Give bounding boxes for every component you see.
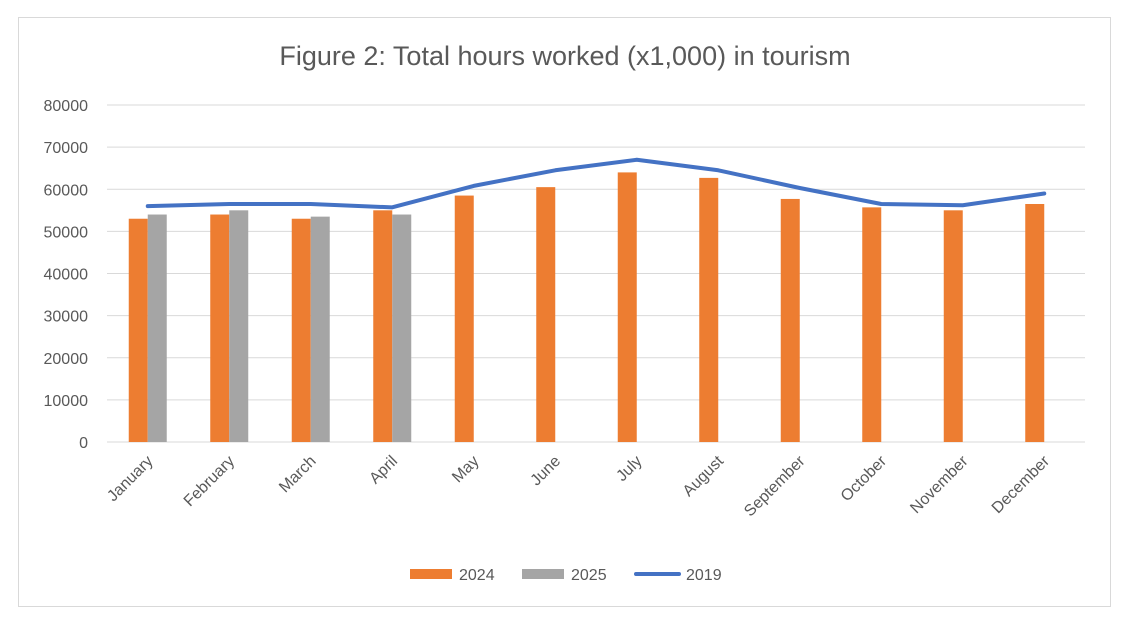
bar-2025-february bbox=[229, 210, 249, 442]
x-tick-label: April bbox=[366, 453, 401, 488]
y-tick-label: 40000 bbox=[44, 267, 89, 284]
legend-label-2025: 2025 bbox=[571, 567, 607, 584]
y-tick-label: 60000 bbox=[44, 182, 89, 199]
legend: 2024 2025 2019 bbox=[410, 567, 722, 584]
bar-2024-august bbox=[699, 177, 719, 442]
x-tick-label: November bbox=[907, 452, 972, 517]
y-tick-label: 10000 bbox=[44, 393, 89, 410]
y-tick-label: 50000 bbox=[44, 224, 89, 241]
gridlines bbox=[107, 104, 1085, 443]
bar-2024-march bbox=[291, 218, 311, 442]
x-tick-label: January bbox=[104, 453, 156, 505]
bar-2025-march bbox=[310, 216, 330, 442]
bar-2024-november bbox=[943, 210, 963, 442]
x-tick-label: September bbox=[741, 452, 809, 520]
y-tick-label: 20000 bbox=[44, 351, 89, 368]
legend-swatch-2024 bbox=[410, 569, 452, 579]
line-series-2019 bbox=[145, 157, 1047, 210]
bar-2024-september bbox=[780, 198, 800, 442]
y-tick-label: 70000 bbox=[44, 140, 89, 157]
x-tick-label: December bbox=[989, 452, 1054, 517]
bar-2025-january bbox=[147, 214, 167, 442]
x-tick-label: July bbox=[613, 453, 645, 485]
x-axis-ticks: January February March April May June July Augu… bbox=[104, 452, 1053, 520]
bar-2024-april bbox=[373, 210, 393, 442]
bar-2024-may bbox=[454, 195, 474, 442]
bar-2024-october bbox=[862, 207, 882, 442]
y-tick-label: 30000 bbox=[44, 309, 89, 326]
bar-2024-june bbox=[536, 187, 556, 442]
y-tick-label: 0 bbox=[79, 435, 88, 452]
bars bbox=[128, 172, 1045, 442]
bar-2024-december bbox=[1025, 203, 1045, 442]
y-axis-ticks: 0 10000 20000 30000 40000 50000 60000 70000 8000… bbox=[44, 98, 89, 452]
x-tick-label: May bbox=[449, 453, 482, 486]
chart-frame bbox=[18, 17, 1111, 607]
bar-2024-july bbox=[617, 172, 637, 442]
y-tick-label: 80000 bbox=[44, 98, 89, 115]
bar-2024-january bbox=[128, 218, 148, 442]
x-tick-label: October bbox=[838, 452, 891, 505]
legend-label-2019: 2019 bbox=[686, 567, 722, 584]
legend-swatch-2025 bbox=[522, 569, 564, 579]
chart-title: Figure 2: Total hours worked (x1,000) in… bbox=[279, 41, 850, 71]
bar-2024-february bbox=[210, 214, 230, 442]
bar-2025-april bbox=[392, 214, 412, 442]
x-tick-label: February bbox=[181, 453, 238, 510]
x-tick-label: August bbox=[680, 452, 728, 500]
x-tick-label: March bbox=[276, 453, 319, 496]
x-tick-label: June bbox=[528, 453, 565, 490]
legend-label-2024: 2024 bbox=[459, 567, 495, 584]
line-series bbox=[145, 157, 1047, 210]
